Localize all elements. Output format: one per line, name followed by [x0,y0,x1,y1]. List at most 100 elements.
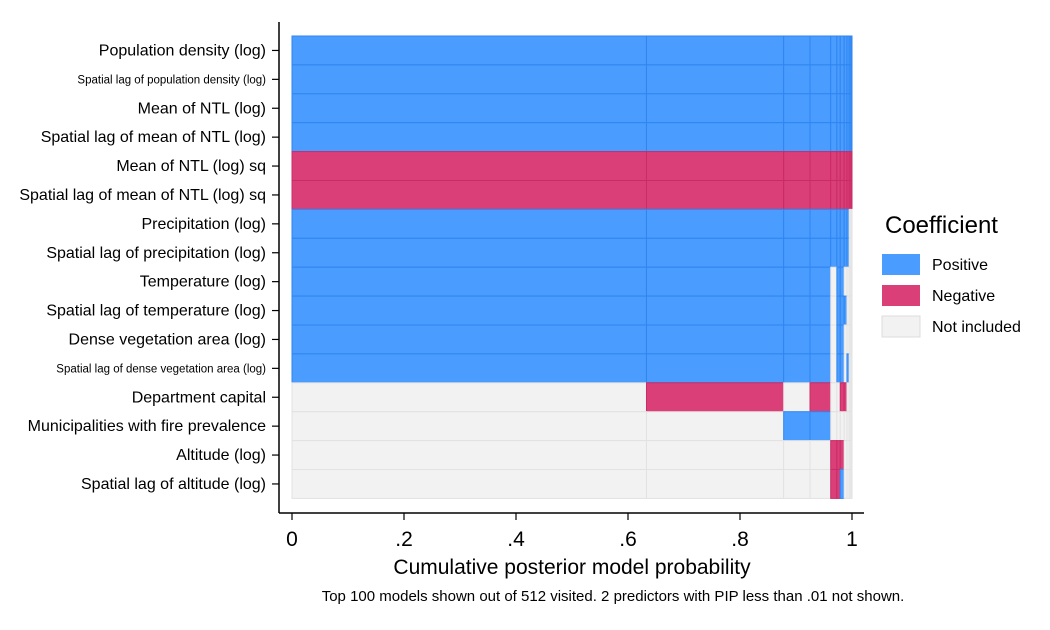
model-cell [830,440,838,471]
model-cell [783,35,811,66]
model-cell [645,353,785,384]
model-cell [291,324,647,355]
model-cell [830,266,838,297]
model-cell [291,411,647,442]
model-cell [291,266,647,297]
model-cell [645,295,785,326]
model-cell [291,122,647,153]
model-cell [836,469,841,499]
model-cell [839,382,845,413]
model-cell [830,411,838,442]
variable-label: Altitude (log) [176,447,266,464]
model-cell [645,93,785,124]
model-cell [291,93,647,124]
model-cell [291,469,647,499]
model-cell [291,295,647,326]
model-cell [783,411,811,442]
model-cell [645,122,785,153]
legend-swatch [881,315,921,338]
x-tick-label: .4 [507,528,525,551]
model-cell [839,122,845,153]
variable-label: Spatial lag of precipitation (log) [46,245,266,262]
variable-label: Spatial lag of mean of NTL (log) [41,129,266,146]
variable-label: Spatial lag of mean of NTL (log) sq [19,187,266,204]
model-cell [836,35,841,66]
model-cell [850,411,853,442]
x-tick-label: .2 [395,528,413,551]
model-cell [291,151,647,182]
model-cell [645,266,785,297]
model-cell [839,440,845,471]
model-cell [830,35,838,66]
model-cell [809,93,832,124]
model-cell [836,122,841,153]
model-cell [783,180,811,210]
legend-label: Not included [932,319,1021,336]
axes [278,22,864,514]
variable-label: Mean of NTL (log) sq [116,158,266,175]
model-cell [783,151,811,182]
model-cell [783,93,811,124]
model-cell [839,469,845,499]
model-cell [839,266,845,297]
model-cell [783,324,811,355]
model-cell [809,122,832,153]
variable-label: Mean of NTL (log) [138,100,266,117]
model-cell [850,353,853,384]
model-cell [291,353,647,384]
legend-swatch [882,285,920,306]
model-cell [850,64,853,95]
variable-label: Dense vegetation area (log) [69,331,266,348]
model-cell [645,35,785,66]
model-cell [830,469,838,499]
model-cell [836,266,841,297]
model-cell [809,382,832,413]
model-cell [809,353,832,384]
model-cell [850,382,853,413]
model-cell [291,208,647,239]
model-cell [839,35,845,66]
model-cell [809,469,832,499]
model-cell [830,151,838,182]
model-cell [850,180,853,210]
legend-label: Negative [932,288,995,305]
model-cell [783,266,811,297]
model-cell [850,440,853,471]
model-cell [839,64,845,95]
variable-label: Spatial lag of dense vegetation area (lo… [56,363,266,375]
model-cell [809,180,832,210]
model-cell [836,93,841,124]
model-cell [839,324,845,355]
model-cell [830,295,838,326]
model-cell [783,440,811,471]
model-cell [291,180,647,210]
model-cell [783,469,811,499]
model-cell [839,180,845,210]
model-cell [836,151,841,182]
model-cell [809,266,832,297]
model-cell [645,411,785,442]
model-cell [830,180,838,210]
model-cells [291,35,853,499]
model-cell [836,237,841,268]
model-cell [783,208,811,239]
model-cell [850,122,853,153]
model-cell [850,237,853,268]
model-cell [291,237,647,268]
model-cell [783,382,811,413]
x-tick-label: .8 [731,528,749,551]
model-cell [836,382,841,413]
x-tick-label: 0 [286,528,298,551]
variable-label: Department capital [132,389,266,406]
model-cell [809,324,832,355]
model-cell [850,266,853,297]
legend: Coefficient Positive Negative Not included [881,212,1021,338]
model-cell [839,151,845,182]
model-cell [830,382,838,413]
model-cell [809,35,832,66]
variable-label: Municipalities with fire prevalence [28,418,266,435]
model-cell [830,237,838,268]
model-cell [783,295,811,326]
model-cell [836,208,841,239]
